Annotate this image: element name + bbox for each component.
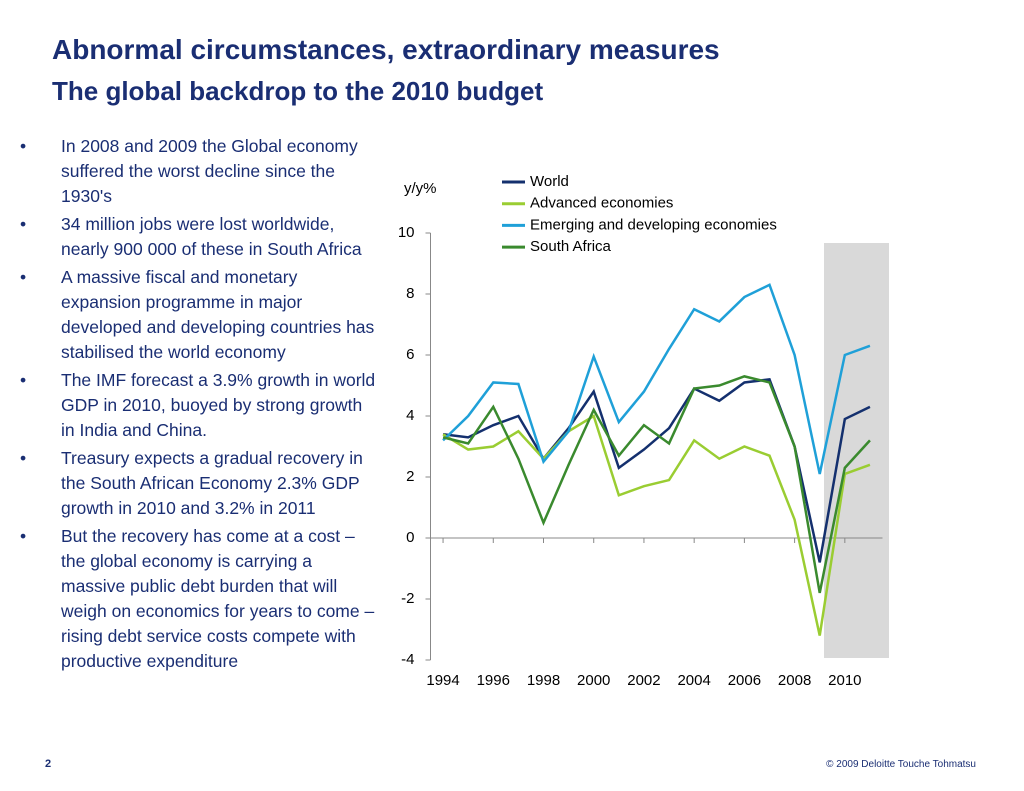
y-tick-label: 2 <box>406 468 414 485</box>
y-tick-label: 10 <box>398 224 415 241</box>
page-number: 2 <box>45 758 52 770</box>
subtitle: The global backdrop to the 2010 budget <box>52 76 544 106</box>
x-tick-label: 2010 <box>828 672 861 689</box>
y-tick-label: 0 <box>406 529 414 546</box>
x-tick-label: 2000 <box>577 672 610 689</box>
y-axis-label: y/y% <box>404 180 437 197</box>
x-tick-label: 1998 <box>527 672 560 689</box>
series-line <box>442 414 871 636</box>
legend-label: World <box>530 173 569 190</box>
copyright: © 2009 Deloitte Touche Tohmatsu <box>826 759 976 770</box>
bullet-list: In 2008 and 2009 the Global economy suff… <box>20 134 380 677</box>
series-line <box>442 283 871 475</box>
y-tick-label: -2 <box>401 590 414 607</box>
bullet: The IMF forecast a 3.9% growth in world … <box>20 368 380 443</box>
y-tick-label: 4 <box>406 407 414 424</box>
legend-label: South Africa <box>530 238 612 255</box>
x-tick-label: 1994 <box>426 672 459 689</box>
bullet: In 2008 and 2009 the Global economy suff… <box>20 134 380 209</box>
x-tick-label: 2008 <box>778 672 811 689</box>
bullet: 34 million jobs were lost worldwide, nea… <box>20 212 380 262</box>
legend-label: Emerging and developing economies <box>530 216 777 233</box>
series-line <box>442 375 871 594</box>
x-tick-label: 1996 <box>477 672 510 689</box>
y-tick-label: -4 <box>401 651 414 668</box>
legend-label: Advanced economies <box>530 195 673 212</box>
x-tick-label: 2004 <box>677 672 710 689</box>
y-tick-label: 8 <box>406 285 414 302</box>
x-tick-label: 2006 <box>728 672 761 689</box>
bullet: A massive fiscal and monetary expansion … <box>20 265 380 365</box>
x-tick-label: 2002 <box>627 672 660 689</box>
bullet: But the recovery has come at a cost – th… <box>20 524 380 674</box>
y-tick-label: 6 <box>406 346 414 363</box>
forecast-shade <box>824 243 889 658</box>
bullet: Treasury expects a gradual recovery in t… <box>20 446 380 521</box>
title: Abnormal circumstances, extraordinary me… <box>52 34 720 65</box>
